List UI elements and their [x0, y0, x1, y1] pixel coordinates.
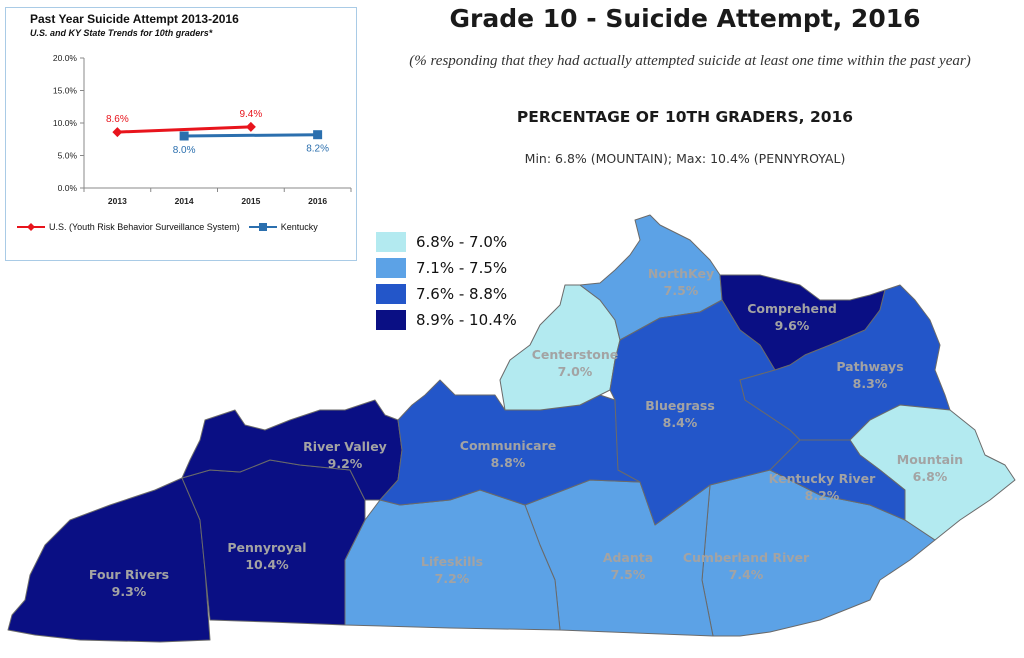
region-northkey[interactable] — [579, 214, 723, 341]
x-tick-label: 2014 — [175, 196, 194, 206]
region-label-value: 7.5% — [611, 567, 646, 582]
y-tick-label: 20.0% — [53, 53, 78, 63]
region-label-name: Kentucky River — [769, 471, 876, 486]
region-label-name: Mountain — [897, 452, 963, 467]
chart-subtitle: U.S. and KY State Trends for 10th grader… — [30, 28, 213, 38]
legend-item-label: Kentucky — [280, 222, 318, 232]
y-tick-label: 5.0% — [58, 151, 78, 161]
trend-chart-panel: Past Year Suicide Attempt 2013-2016 U.S.… — [5, 7, 357, 261]
region-label-value: 9.6% — [775, 318, 810, 333]
square-marker-icon — [248, 223, 277, 231]
region-label-value: 8.2% — [805, 488, 840, 503]
legend-item-us: U.S. (Youth Risk Behavior Surveillance S… — [16, 222, 240, 232]
x-tick-label: 2015 — [241, 196, 260, 206]
region-label-value: 7.0% — [558, 364, 593, 379]
legend-swatch — [376, 232, 406, 252]
data-point-square — [313, 130, 323, 140]
min-max-note: Min: 6.8% (MOUNTAIN); Max: 10.4% (PENNYR… — [524, 151, 846, 166]
data-label: 8.2% — [306, 144, 329, 155]
chart-legend: U.S. (Youth Risk Behavior Surveillance S… — [16, 222, 351, 232]
data-label: 8.6% — [106, 114, 129, 125]
legend-label: 7.1% - 7.5% — [416, 259, 508, 277]
legend-swatch — [376, 284, 406, 304]
region-pathways[interactable] — [739, 284, 951, 441]
legend-swatch — [376, 258, 406, 278]
region-label-name: Centerstone — [532, 347, 619, 362]
data-label: 8.0% — [173, 145, 196, 156]
legend-label: 7.6% - 8.8% — [416, 285, 508, 303]
series-line-us — [117, 125, 251, 134]
legend-row: 8.9% - 10.4% — [376, 309, 536, 331]
region-label-value: 7.5% — [664, 283, 699, 298]
map-heading: PERCENTAGE OF 10TH GRADERS, 2016 — [516, 108, 854, 126]
x-tick-label: 2016 — [308, 196, 327, 206]
series-line-kentucky — [184, 133, 318, 138]
map-title: Grade 10 - Suicide Attempt, 2016 — [449, 4, 921, 33]
trend-chart: 0.0% 5.0% 10.0% 15.0% 20.0% 2013 2014 2015 2016 8… — [53, 53, 352, 206]
region-label-value: 6.8% — [913, 469, 948, 484]
legend-label: 8.9% - 10.4% — [416, 311, 517, 329]
region-label-name: Pennyroyal — [227, 540, 306, 555]
region-label-name: Cumberland River — [683, 550, 810, 565]
region-label-name: Four Rivers — [89, 567, 169, 582]
region-label-value: 10.4% — [245, 557, 289, 572]
region-label-name: Comprehend — [747, 301, 837, 316]
region-label-name: Adanta — [603, 550, 653, 565]
region-label-value: 8.4% — [663, 415, 698, 430]
legend-row: 7.6% - 8.8% — [376, 283, 536, 305]
region-label-value: 7.4% — [729, 567, 764, 582]
data-point-diamond — [245, 121, 256, 132]
legend-row: 6.8% - 7.0% — [376, 231, 536, 253]
legend-row: 7.1% - 7.5% — [376, 257, 536, 279]
region-label-name: NorthKey — [648, 266, 714, 281]
region-label-name: Bluegrass — [645, 398, 715, 413]
region-label-value: 8.3% — [853, 376, 888, 391]
diamond-marker-icon — [17, 223, 45, 231]
region-label-name: River Valley — [303, 439, 387, 454]
region-label-name: Lifeskills — [421, 554, 483, 569]
y-tick-label: 0.0% — [58, 183, 78, 193]
y-tick-label: 10.0% — [53, 118, 78, 128]
legend-item-kentucky: Kentucky — [248, 222, 318, 232]
kentucky-region-map: NorthKey 7.5% Comprehend 9.6% Centerstone 7.0… — [7, 214, 1016, 643]
y-tick-label: 15.0% — [53, 86, 78, 96]
data-point-diamond — [112, 127, 123, 138]
legend-label: 6.8% - 7.0% — [416, 233, 508, 251]
x-tick-label: 2013 — [108, 196, 127, 206]
map-legend: 6.8% - 7.0% 7.1% - 7.5% 7.6% - 8.8% 8.9%… — [376, 231, 536, 335]
region-kentucky-river[interactable] — [769, 439, 906, 521]
map-subtitle: (% responding that they had actually att… — [409, 53, 971, 69]
legend-swatch — [376, 310, 406, 330]
region-label-name: Pathways — [836, 359, 903, 374]
region-four-rivers[interactable] — [7, 477, 211, 643]
region-label-name: Communicare — [460, 438, 556, 453]
region-label-value: 8.8% — [491, 455, 526, 470]
legend-item-label: U.S. (Youth Risk Behavior Surveillance S… — [49, 222, 240, 232]
region-label-value: 7.2% — [435, 571, 470, 586]
chart-title: Past Year Suicide Attempt 2013-2016 — [30, 12, 239, 26]
data-point-square — [179, 131, 189, 141]
data-label: 9.4% — [239, 109, 262, 120]
region-label-value: 9.2% — [328, 456, 363, 471]
region-label-value: 9.3% — [112, 584, 147, 599]
